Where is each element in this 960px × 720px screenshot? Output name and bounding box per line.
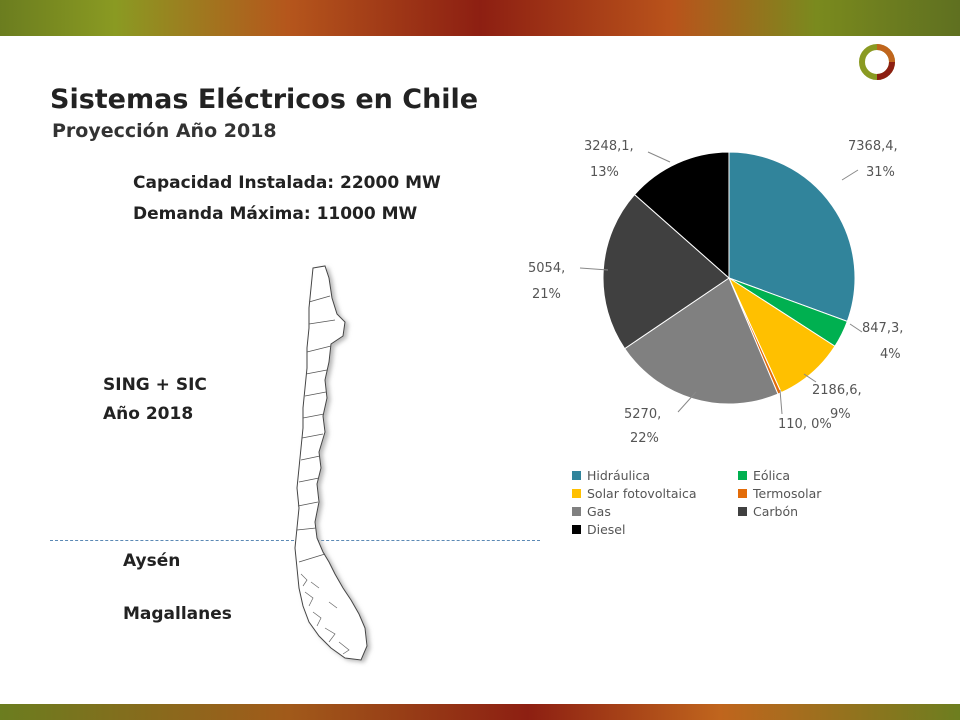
- data-label-value: 5270,: [624, 407, 661, 422]
- legend-label: Hidráulica: [587, 468, 651, 483]
- data-label-percent: 31%: [866, 165, 895, 180]
- leader-line: [647, 151, 671, 163]
- pie-slice-gas: [623, 277, 779, 405]
- region-label-aysen: Aysén: [123, 551, 181, 571]
- pie-slice-diesel: [633, 151, 730, 280]
- legend-label: Carbón: [753, 504, 799, 519]
- legend-label: Diesel: [587, 522, 626, 537]
- legend-swatch: [738, 507, 747, 516]
- legend-item: Diesel: [572, 522, 625, 537]
- data-label-percent: 22%: [630, 431, 659, 446]
- legend-swatch: [572, 489, 581, 498]
- data-label-percent: 9%: [830, 407, 851, 422]
- data-label-value: 847,3,: [862, 321, 903, 336]
- page-title: Sistemas Eléctricos en Chile: [50, 84, 479, 115]
- legend-label: Eólica: [753, 468, 791, 483]
- region-label-line1: SING + SIC: [103, 375, 207, 395]
- legend-swatch: [572, 525, 581, 534]
- max-demand-text: Demanda Máxima: 11000 MW: [133, 204, 418, 224]
- legend-item: Hidráulica: [572, 468, 650, 483]
- region-label-magallanes: Magallanes: [123, 604, 232, 624]
- legend-item: Eólica: [738, 468, 790, 483]
- legend-item: Termosolar: [738, 486, 821, 501]
- legend-swatch: [572, 507, 581, 516]
- data-label-value: 110, 0%: [778, 417, 832, 432]
- chile-map-icon: [294, 265, 368, 661]
- legend-swatch: [572, 471, 581, 480]
- legend-item: Gas: [572, 504, 611, 519]
- pie-slice-hidráulica: [728, 151, 856, 323]
- leader-line: [779, 389, 783, 415]
- region-label-line2: Año 2018: [103, 404, 194, 424]
- data-label-percent: 21%: [532, 287, 561, 302]
- legend-item: Carbón: [738, 504, 798, 519]
- legend-label: Termosolar: [753, 486, 822, 501]
- leader-line: [803, 373, 817, 383]
- data-label-value: 5054,: [528, 261, 565, 276]
- legend-label: Solar fotovoltaica: [587, 486, 697, 501]
- data-label-percent: 4%: [880, 347, 901, 362]
- region-divider-line: [50, 540, 540, 541]
- data-label-value: 3248,1,: [584, 139, 634, 154]
- leader-line: [849, 323, 863, 333]
- legend-swatch: [738, 489, 747, 498]
- page-subtitle: Proyección Año 2018: [52, 120, 277, 142]
- data-label-value: 7368,4,: [848, 139, 898, 154]
- legend-label: Gas: [587, 504, 611, 519]
- legend-item: Solar fotovoltaica: [572, 486, 697, 501]
- generation-pie-chart: 7368,4, 31% 847,3, 4% 2186,6, 9%110, 0% 5270, 2…: [528, 139, 903, 446]
- leader-line: [677, 391, 697, 413]
- region-label-sing-sic: SING + SIC Año 2018: [103, 371, 207, 429]
- bottom-decorative-band: [0, 704, 960, 720]
- data-label-percent: 13%: [590, 165, 619, 180]
- legend-swatch: [738, 471, 747, 480]
- top-decorative-band: [0, 0, 960, 36]
- data-label-value: 2186,6,: [812, 383, 862, 398]
- logo-ring-icon: [859, 44, 895, 80]
- leader-line: [841, 169, 859, 181]
- installed-capacity-text: Capacidad Instalada: 22000 MW: [133, 173, 441, 193]
- leader-line: [579, 267, 609, 271]
